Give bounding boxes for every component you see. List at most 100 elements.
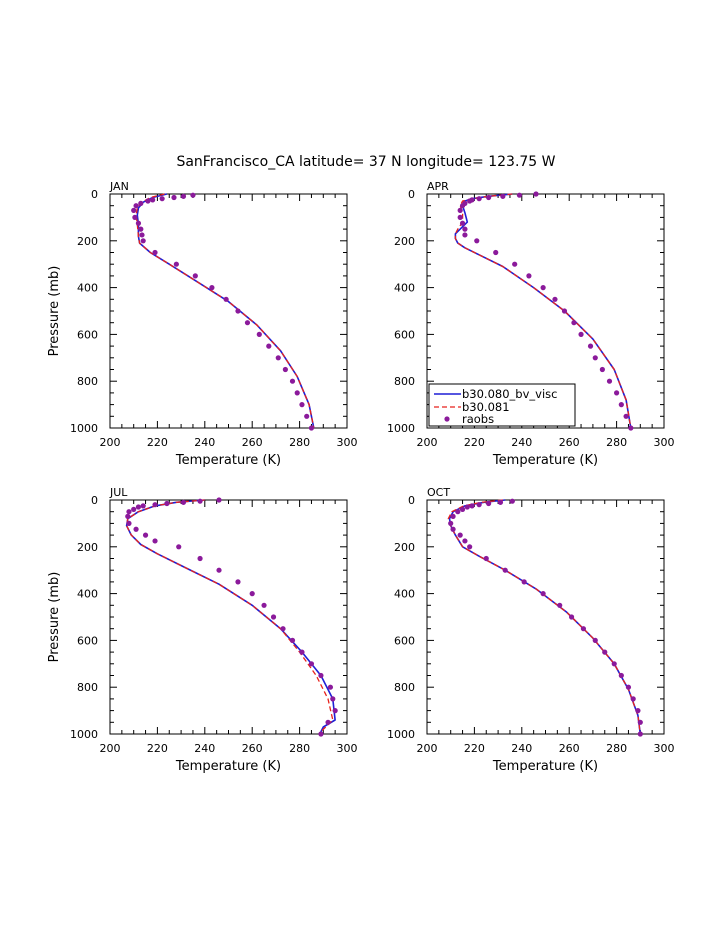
raobs-point	[132, 214, 138, 220]
raobs-point	[192, 273, 198, 279]
raobs-point	[502, 567, 508, 573]
panel-label-apr: APR	[427, 180, 449, 193]
x-tick-label: 200	[100, 742, 121, 755]
panel-label-jan: JAN	[109, 180, 129, 193]
raobs-point	[493, 249, 499, 256]
raobs-point	[180, 193, 187, 199]
y-tick-label: 200	[394, 541, 415, 554]
x-tick-label: 240	[194, 436, 215, 449]
raobs-point	[571, 320, 577, 326]
series-raobs	[125, 497, 338, 737]
raobs-point	[261, 602, 267, 608]
raobs-point	[592, 637, 598, 644]
x-tick-label: 200	[417, 436, 438, 449]
raobs-point	[256, 331, 262, 337]
raobs-point	[557, 602, 563, 608]
raobs-point	[318, 731, 324, 737]
y-tick-label: 200	[394, 235, 415, 248]
raobs-point	[467, 544, 473, 550]
raobs-point	[462, 226, 468, 232]
raobs-point	[540, 591, 546, 597]
y-tick-label: 400	[77, 588, 98, 601]
x-axis-title: Temperature (K)	[175, 759, 281, 774]
raobs-point	[635, 708, 641, 714]
series-b30-081-line	[125, 499, 334, 733]
x-tick-label: 220	[464, 436, 485, 449]
panel-apr: 200 220 240 260 280 300 0 200 400 600 800 1000 Tempe…	[387, 180, 675, 468]
x-tick-label: 220	[147, 436, 168, 449]
raobs-point	[486, 500, 492, 507]
raobs-point	[330, 696, 336, 702]
raobs-point	[140, 503, 146, 509]
series-raobs	[131, 192, 315, 431]
y-tick-label: 600	[394, 328, 415, 341]
raobs-point	[159, 196, 165, 202]
raobs-point	[509, 498, 515, 504]
raobs-point	[294, 390, 300, 396]
raobs-point	[266, 343, 272, 349]
raobs-point	[126, 509, 132, 515]
raobs-point	[602, 649, 608, 655]
series-raobs	[457, 191, 634, 431]
raobs-point	[611, 661, 617, 667]
raobs-point	[216, 497, 222, 503]
raobs-point	[173, 261, 179, 267]
y-axis-title: Pressure (mb)	[47, 572, 62, 663]
legend-box	[428, 383, 576, 427]
panel-label-jul: JUL	[109, 486, 128, 499]
raobs-point	[457, 532, 463, 538]
raobs-point	[197, 555, 203, 562]
raobs-point	[552, 296, 558, 302]
raobs-point	[327, 684, 334, 690]
raobs-point	[464, 504, 470, 510]
raobs-point	[138, 226, 144, 232]
x-tick-label: 280	[606, 436, 627, 449]
y-tick-label: 1000	[70, 422, 98, 435]
raobs-point	[125, 513, 131, 519]
y-tick-label: 800	[77, 681, 98, 694]
legend-label-b30-081: b30.081	[462, 400, 510, 414]
raobs-point	[150, 197, 156, 203]
raobs-point	[599, 366, 605, 373]
raobs-point	[332, 708, 338, 714]
raobs-point	[448, 520, 454, 527]
raobs-point	[516, 192, 523, 198]
y-tick-label: 400	[394, 588, 415, 601]
raobs-point	[138, 200, 144, 206]
raobs-point	[568, 614, 575, 620]
raobs-point	[180, 499, 187, 505]
raobs-point	[459, 506, 466, 512]
raobs-point	[637, 731, 643, 737]
raobs-point	[133, 203, 139, 209]
raobs-point	[216, 567, 222, 573]
panel-oct: 200 220 240 260 280 300 0 200 400 600 800 1000 Tempe…	[387, 486, 675, 774]
raobs-point	[223, 296, 229, 302]
raobs-point	[474, 238, 480, 244]
raobs-point	[606, 378, 613, 384]
raobs-point	[614, 390, 620, 396]
x-tick-label: 200	[417, 742, 438, 755]
y-tick-label: 1000	[387, 422, 415, 435]
raobs-point	[289, 637, 296, 644]
raobs-point	[152, 502, 158, 508]
raobs-point	[244, 320, 251, 326]
raobs-point	[459, 203, 466, 209]
raobs-point	[540, 285, 546, 291]
series-b30-081-line	[135, 193, 315, 429]
series-b30-080-bv-visc-line	[125, 499, 336, 733]
raobs-point	[133, 526, 139, 532]
y-tick-label: 0	[91, 188, 98, 201]
legend-label-b30-080-bv-visc: b30.080_bv_visc	[462, 387, 557, 401]
raobs-point	[304, 413, 310, 419]
raobs-point	[190, 192, 196, 198]
series-b30-081-line	[454, 193, 632, 429]
raobs-point	[171, 194, 177, 201]
raobs-point	[289, 378, 296, 384]
raobs-point	[282, 366, 288, 373]
y-tick-label: 0	[408, 494, 415, 507]
raobs-point	[578, 331, 584, 337]
y-tick-label: 800	[394, 681, 415, 694]
raobs-point	[235, 579, 241, 585]
raobs-point	[299, 649, 305, 655]
